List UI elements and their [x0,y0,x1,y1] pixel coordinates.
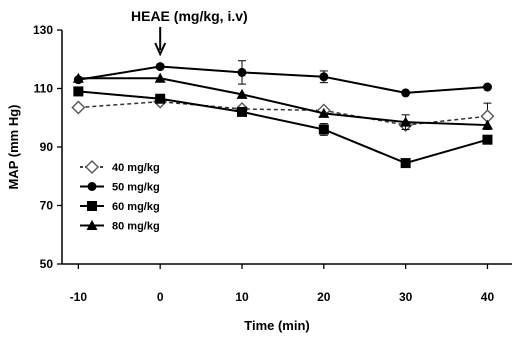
data-point [400,116,412,127]
data-point [73,86,84,97]
legend-label: 80 mg/kg [112,221,160,233]
annotation-text: HEAE (mg/kg, i.v) [131,8,248,24]
x-tick-label: 40 [481,290,495,304]
legend-marker [86,220,98,230]
legend-item-1: 40 mg/kg [80,160,160,174]
data-point [319,72,329,82]
data-point [401,88,411,98]
data-point [482,134,493,145]
series-line [78,77,488,127]
ticks: 50 70 90 110 130 -10 0 10 20 30 40 [33,23,494,304]
y-axis-label: MAP (mm Hg) [6,105,21,190]
data-point [71,100,86,115]
series-3 [73,86,493,169]
arrow-down-icon [154,27,167,57]
data-point [482,82,492,92]
data-point [237,106,247,117]
y-tick-label: 130 [33,23,53,37]
data-point [237,67,247,77]
data-point [318,107,330,118]
data-point [481,119,493,130]
legend-marker [87,182,97,191]
y-tick-label: 90 [40,140,54,154]
y-tick-label: 70 [40,199,54,213]
x-tick-label: -10 [70,290,88,304]
x-tick-label: 0 [157,290,164,304]
legend: 40 mg/kg 50 mg/kg 60 mg/kg 80 mg/kg [80,160,160,233]
legend-item-2: 50 mg/kg [80,182,160,194]
y-tick-label: 50 [40,257,54,271]
legend-label: 40 mg/kg [112,162,160,174]
legend-label: 50 mg/kg [112,182,160,194]
series-line [78,100,488,126]
x-tick-label: 30 [399,290,413,304]
series-line [78,65,488,94]
data-point [72,72,84,83]
series-1 [71,94,495,133]
x-tick-label: 20 [317,290,331,304]
data-point [400,158,411,169]
legend-marker [85,160,99,174]
legend-item-4: 80 mg/kg [80,220,160,233]
series-line [78,90,488,165]
data-point [154,72,166,83]
series-layer [71,60,495,169]
x-axis-label: Time (min) [244,318,310,333]
arrow-head [154,42,167,57]
data-point [155,93,166,104]
y-tick-label: 110 [34,82,54,96]
data-point [155,62,165,72]
dose-annotation: HEAE (mg/kg, i.v) [131,8,248,57]
legend-item-3: 60 mg/kg [80,201,160,213]
series-4 [72,72,493,130]
legend-label: 60 mg/kg [112,201,160,213]
x-tick-label: 10 [235,290,249,304]
data-point [318,124,329,135]
legend-marker [87,201,97,211]
data-point [236,88,248,99]
